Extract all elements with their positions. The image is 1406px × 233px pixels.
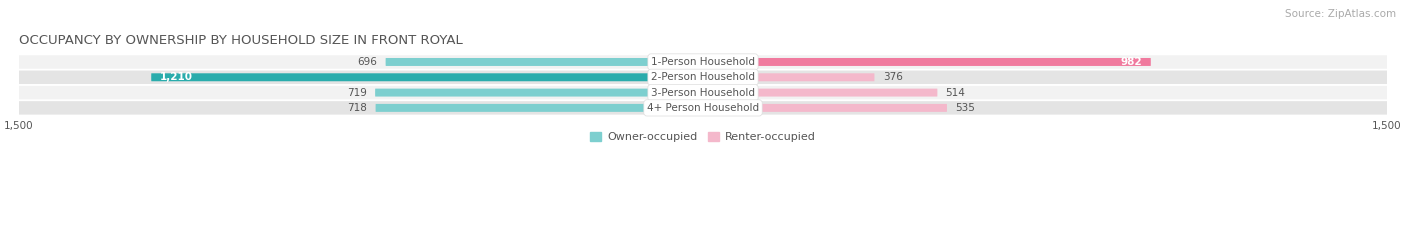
Text: 696: 696 xyxy=(357,57,377,67)
FancyBboxPatch shape xyxy=(152,73,703,81)
FancyBboxPatch shape xyxy=(375,104,703,112)
Text: 1-Person Household: 1-Person Household xyxy=(651,57,755,67)
FancyBboxPatch shape xyxy=(6,0,1400,233)
FancyBboxPatch shape xyxy=(703,58,1150,66)
FancyBboxPatch shape xyxy=(6,0,1400,233)
Text: 982: 982 xyxy=(1121,57,1143,67)
Text: 1,210: 1,210 xyxy=(159,72,193,82)
FancyBboxPatch shape xyxy=(703,73,875,81)
Text: Source: ZipAtlas.com: Source: ZipAtlas.com xyxy=(1285,9,1396,19)
FancyBboxPatch shape xyxy=(375,89,703,96)
Text: 514: 514 xyxy=(946,88,966,98)
FancyBboxPatch shape xyxy=(703,104,948,112)
Text: 718: 718 xyxy=(347,103,367,113)
FancyBboxPatch shape xyxy=(385,58,703,66)
Text: 376: 376 xyxy=(883,72,903,82)
Text: 3-Person Household: 3-Person Household xyxy=(651,88,755,98)
Legend: Owner-occupied, Renter-occupied: Owner-occupied, Renter-occupied xyxy=(586,127,820,147)
Text: 535: 535 xyxy=(955,103,974,113)
Text: OCCUPANCY BY OWNERSHIP BY HOUSEHOLD SIZE IN FRONT ROYAL: OCCUPANCY BY OWNERSHIP BY HOUSEHOLD SIZE… xyxy=(18,34,463,48)
Text: 719: 719 xyxy=(347,88,367,98)
FancyBboxPatch shape xyxy=(703,89,938,96)
Text: 4+ Person Household: 4+ Person Household xyxy=(647,103,759,113)
FancyBboxPatch shape xyxy=(6,0,1400,233)
FancyBboxPatch shape xyxy=(6,0,1400,233)
Text: 2-Person Household: 2-Person Household xyxy=(651,72,755,82)
